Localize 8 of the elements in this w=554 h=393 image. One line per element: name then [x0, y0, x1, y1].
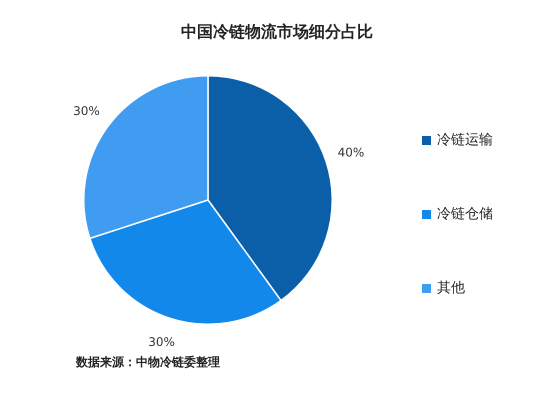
legend-label: 冷链仓储 — [437, 205, 493, 223]
source-note: 数据来源：中物冷链委整理 — [76, 354, 220, 371]
data-label: 40% — [338, 146, 364, 160]
legend-label: 冷链运输 — [437, 131, 493, 149]
data-label: 30% — [73, 104, 100, 118]
legend-label: 其他 — [437, 279, 465, 297]
chart-title: 中国冷链物流市场细分占比 — [180, 22, 374, 43]
data-label: 30% — [148, 335, 175, 350]
